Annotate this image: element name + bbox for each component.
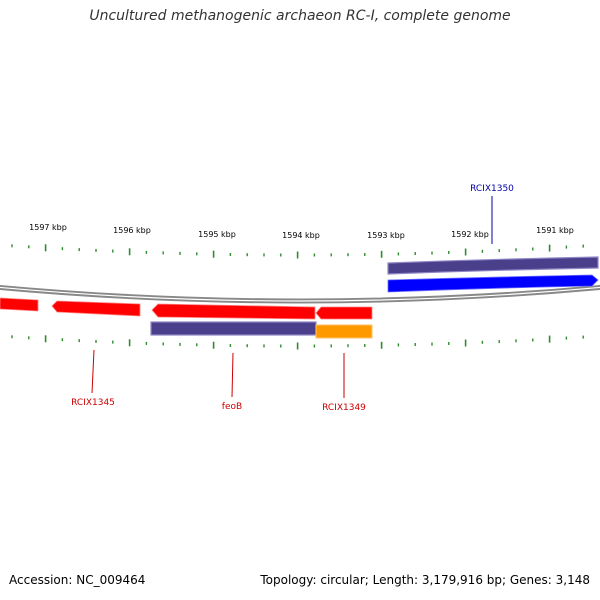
gene-rcix1345[interactable] (51, 300, 141, 317)
gene-rcix1345-left[interactable] (0, 297, 39, 312)
cds-rcix1350[interactable] (387, 256, 599, 275)
genome-backbone-highlight (0, 286, 600, 302)
scale-label-1595: 1595 kbp (198, 230, 236, 239)
label-rcix1350[interactable]: RCIX1350 (470, 184, 514, 194)
label-rcix1345[interactable]: RCIX1345 (71, 398, 115, 408)
gene-feob[interactable] (151, 303, 316, 320)
gene-rcix1350[interactable] (387, 274, 599, 293)
scale-label-1596: 1596 kbp (113, 226, 151, 235)
scale-label-1591: 1591 kbp (536, 226, 574, 235)
scale-ticks-upper (11, 244, 584, 259)
label-feob[interactable]: feoB (222, 402, 242, 412)
connector-feob (231, 352, 234, 398)
gene-rcix1349[interactable] (315, 306, 373, 320)
scale-label-1593: 1593 kbp (367, 231, 405, 240)
cds-feob[interactable] (150, 321, 317, 336)
connector-rcix1345 (91, 349, 95, 394)
cds-rcix1349[interactable] (315, 324, 373, 339)
map-title: Uncultured methanogenic archaeon RC-I, c… (89, 8, 511, 24)
scale-ticks-lower (11, 335, 584, 350)
scale-label-1594: 1594 kbp (282, 231, 320, 240)
label-rcix1349[interactable]: RCIX1349 (322, 403, 366, 413)
genome-summary-text: Topology: circular; Length: 3,179,916 bp… (260, 573, 590, 587)
accession-text: Accession: NC_009464 (9, 573, 146, 587)
scale-label-1597: 1597 kbp (29, 223, 67, 232)
scale-label-1592: 1592 kbp (451, 230, 489, 239)
